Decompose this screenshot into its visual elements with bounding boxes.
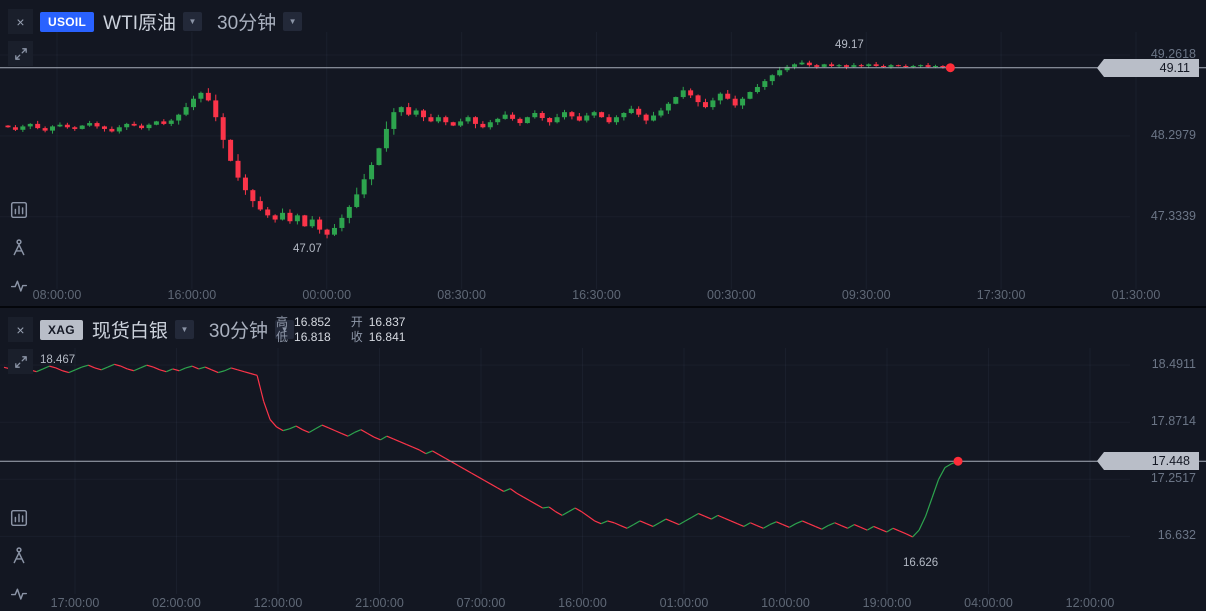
bar-chart-icon bbox=[10, 509, 28, 527]
current-price-badge: 49.11 bbox=[1097, 58, 1199, 77]
low-price-annotation: 16.626 bbox=[903, 557, 939, 569]
ohlc-low-value: 16.818 bbox=[294, 330, 331, 344]
time-axis-label: 19:00:00 bbox=[862, 596, 912, 610]
current-price-badge: 17.448 bbox=[1097, 452, 1199, 471]
time-axis-label: 04:00:00 bbox=[964, 596, 1013, 610]
usoil-panel: × USOIL WTI原油 ▼ 30分钟 ▼ bbox=[0, 0, 1206, 306]
price-axis-label: 47.3339 bbox=[1150, 208, 1196, 223]
timeframe-dropdown-button[interactable]: ▼ bbox=[275, 320, 295, 339]
annotation-tool-button[interactable] bbox=[7, 543, 33, 569]
time-axis-label: 09:30:00 bbox=[841, 288, 891, 302]
price-axis-label: 49.2618 bbox=[1150, 46, 1196, 61]
ohlc-close-label: 收 bbox=[350, 330, 363, 344]
wave-icon bbox=[10, 280, 28, 292]
start-price-annotation: 18.467 bbox=[40, 354, 76, 366]
annotation-icon bbox=[13, 239, 25, 256]
bar-chart-icon bbox=[10, 201, 28, 219]
time-axis-label: 01:30:00 bbox=[1111, 288, 1161, 302]
timeframe-label: 30分钟 bbox=[217, 13, 277, 34]
xag-chart[interactable] bbox=[0, 308, 1206, 611]
time-axis-label: 02:00:00 bbox=[152, 596, 201, 610]
low-price-annotation: 47.07 bbox=[293, 243, 322, 255]
wave-icon bbox=[10, 588, 28, 600]
time-axis-label: 12:00:00 bbox=[253, 596, 303, 610]
ohlc-open-value: 16.837 bbox=[368, 315, 406, 329]
chevron-down-icon: ▼ bbox=[288, 17, 297, 26]
annotation-tool-button[interactable] bbox=[7, 235, 33, 261]
time-axis-label: 08:00:00 bbox=[32, 288, 82, 302]
time-axis-label: 16:30:00 bbox=[572, 288, 621, 302]
chevron-down-icon: ▼ bbox=[188, 17, 197, 26]
current-price-value: 17.448 bbox=[1151, 454, 1190, 469]
symbol-badge: XAG bbox=[40, 319, 83, 340]
time-axis-label: 01:00:00 bbox=[659, 596, 709, 610]
expand-icon bbox=[14, 355, 27, 368]
ohlc-close-value: 16.841 bbox=[368, 330, 406, 344]
time-axis-label: 08:30:00 bbox=[437, 288, 486, 302]
annotation-icon bbox=[13, 547, 25, 564]
timeframe-label: 30分钟 bbox=[208, 321, 269, 342]
price-axis-label: 17.8714 bbox=[1150, 414, 1196, 429]
timeframe-dropdown-button[interactable]: ▼ bbox=[283, 12, 303, 31]
chart-layout-button[interactable] bbox=[7, 197, 33, 223]
time-axis-label: 17:00:00 bbox=[50, 596, 100, 610]
time-axis-label: 21:00:00 bbox=[355, 596, 404, 610]
current-price-value: 49.11 bbox=[1159, 60, 1190, 75]
time-axis-label: 10:00:00 bbox=[761, 596, 810, 610]
symbol-title: WTI原油 bbox=[103, 13, 176, 34]
usoil-toolbar bbox=[7, 197, 33, 299]
ohlc-info: 高 16.852 开 16.837 低 16.818 收 16.841 bbox=[276, 315, 419, 345]
expand-button[interactable] bbox=[8, 349, 33, 374]
time-axis-label: 16:00:00 bbox=[558, 596, 607, 610]
indicator-tool-button[interactable] bbox=[7, 273, 33, 299]
ohlc-low-label: 低 bbox=[276, 330, 289, 344]
high-price-annotation: 49.17 bbox=[835, 39, 864, 51]
xag-panel: × XAG 现货白银 ▼ 30分钟 ▼ 高 16.852 开 16.837 低 … bbox=[0, 308, 1206, 611]
symbol-dropdown-button[interactable]: ▼ bbox=[174, 320, 194, 339]
time-axis-label: 00:00:00 bbox=[302, 288, 352, 302]
chevron-down-icon: ▼ bbox=[280, 325, 289, 334]
indicator-tool-button[interactable] bbox=[7, 581, 33, 607]
symbol-title: 现货白银 bbox=[91, 321, 168, 342]
symbol-badge: USOIL bbox=[40, 11, 95, 32]
price-axis-label: 16.632 bbox=[1157, 528, 1196, 543]
chart-layout-button[interactable] bbox=[7, 505, 33, 531]
ohlc-high-value: 16.852 bbox=[294, 315, 331, 329]
price-axis-label: 18.4911 bbox=[1151, 357, 1196, 372]
close-button[interactable]: × bbox=[8, 9, 33, 34]
price-axis-label: 48.2979 bbox=[1150, 127, 1196, 142]
price-axis-label: 17.2517 bbox=[1150, 471, 1196, 486]
usoil-chart[interactable] bbox=[0, 0, 1206, 306]
time-axis-label: 07:00:00 bbox=[456, 596, 506, 610]
expand-button[interactable] bbox=[8, 41, 33, 66]
time-axis-label: 16:00:00 bbox=[167, 288, 217, 302]
close-button[interactable]: × bbox=[8, 317, 33, 342]
ohlc-open-label: 开 bbox=[350, 315, 363, 329]
expand-icon bbox=[14, 47, 27, 60]
time-axis-label: 17:30:00 bbox=[976, 288, 1026, 302]
xag-header: × XAG 现货白银 ▼ 30分钟 ▼ bbox=[8, 316, 295, 343]
time-axis-label: 12:00:00 bbox=[1065, 596, 1115, 610]
chevron-down-icon: ▼ bbox=[180, 325, 189, 334]
usoil-header: × USOIL WTI原油 ▼ 30分钟 ▼ bbox=[8, 8, 303, 35]
time-axis-label: 00:30:00 bbox=[707, 288, 756, 302]
panel-divider bbox=[0, 306, 1206, 308]
symbol-dropdown-button[interactable]: ▼ bbox=[183, 12, 202, 31]
xag-toolbar bbox=[7, 505, 33, 607]
ohlc-high-label: 高 bbox=[276, 315, 289, 329]
